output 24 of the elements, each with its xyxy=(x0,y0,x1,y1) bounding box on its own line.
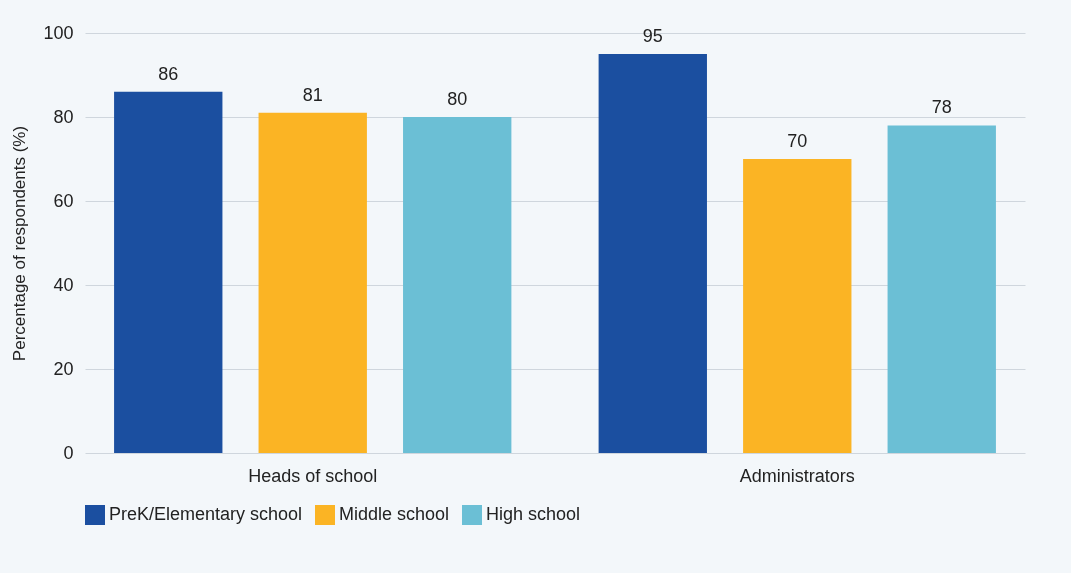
legend-label: High school xyxy=(486,504,581,524)
bar xyxy=(258,112,367,453)
data-label: 81 xyxy=(302,84,323,105)
y-tick-label: 80 xyxy=(53,106,74,127)
data-label: 78 xyxy=(931,97,952,118)
y-tick-label: 100 xyxy=(43,22,74,43)
bar xyxy=(403,117,512,453)
data-label: 86 xyxy=(158,63,179,84)
y-tick-label: 0 xyxy=(63,442,74,463)
y-axis-title: Percentage of respondents (%) xyxy=(10,125,30,362)
legend-label: Middle school xyxy=(339,504,450,524)
x-tick-label: Heads of school xyxy=(248,465,378,486)
data-label: 80 xyxy=(447,89,468,109)
bar xyxy=(114,91,223,453)
bar xyxy=(598,54,707,453)
y-tick-label: 60 xyxy=(53,190,74,211)
y-tick-label: 20 xyxy=(53,358,74,379)
bar xyxy=(887,125,996,453)
legend-label: PreK/Elementary school xyxy=(109,504,303,524)
bar xyxy=(743,159,852,453)
x-tick-label: Administrators xyxy=(739,465,855,486)
data-label: 95 xyxy=(642,26,663,46)
data-label: 70 xyxy=(787,131,808,151)
y-tick-label: 40 xyxy=(53,274,74,295)
